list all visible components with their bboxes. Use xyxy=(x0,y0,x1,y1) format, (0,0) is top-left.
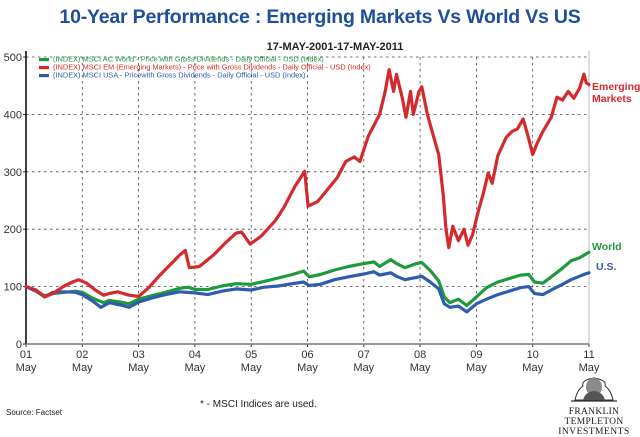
x-tick-label-year: 02 xyxy=(76,349,88,361)
chart-title: 10-Year Performance : Emerging Markets V… xyxy=(59,6,581,28)
legend-label: (INDEX) MSCI USA - Pricewith Gross Divid… xyxy=(53,71,305,80)
benjamin-franklin-portrait-icon xyxy=(571,377,617,402)
x-tick-label-year: 04 xyxy=(189,349,201,361)
end-label-us: U.S. xyxy=(596,261,617,273)
legend-label: (INDEX) MSCI EM (Emerging Markets) - Pri… xyxy=(53,63,371,72)
x-tick-label-year: 10 xyxy=(527,349,539,361)
series-line-emerging-markets xyxy=(24,68,591,299)
series-line-world xyxy=(24,250,591,308)
franklin-templeton-logo: FRANKLIN TEMPLETON INVESTMENTS xyxy=(548,376,640,437)
legend-swatch xyxy=(39,74,49,78)
series-lines xyxy=(24,68,591,314)
end-label-world: World xyxy=(592,241,622,253)
source-note: Source: Factset xyxy=(6,408,63,417)
y-tick-label: 100 xyxy=(4,282,22,294)
x-tick-label-month: May xyxy=(72,362,93,374)
legend-label: (INDEX) MSCI AC World - Price with Gross… xyxy=(53,55,324,64)
footnote: * - MSCI Indices are used. xyxy=(200,399,317,410)
y-tick-label: 400 xyxy=(4,109,22,121)
x-tick-label-year: 08 xyxy=(414,349,426,361)
x-tick-label-year: 09 xyxy=(470,349,482,361)
line-chart: 010020030040050001May02May03May04May05Ma… xyxy=(4,51,640,374)
logo-text-line2: INVESTMENTS xyxy=(558,427,630,437)
x-tick-label-month: May xyxy=(466,362,487,374)
x-tick-label-year: 03 xyxy=(132,349,144,361)
x-tick-label-month: May xyxy=(16,362,37,374)
y-tick-label: 500 xyxy=(4,52,22,64)
x-tick-label-month: May xyxy=(579,362,600,374)
y-tick-label: 0 xyxy=(16,339,22,351)
x-tick-label-year: 07 xyxy=(358,349,370,361)
x-tick-label-month: May xyxy=(241,362,262,374)
end-label-emerging-markets: Emerging xyxy=(592,81,640,93)
x-tick-label-year: 05 xyxy=(245,349,257,361)
x-tick-label-month: May xyxy=(522,362,543,374)
x-tick-label-year: 11 xyxy=(583,349,594,361)
legend-item-emerging-markets: (INDEX) MSCI EM (Emerging Markets) - Pri… xyxy=(39,63,371,72)
legend: (INDEX) MSCI AC World - Price with Gross… xyxy=(39,55,371,80)
x-tick-label-month: May xyxy=(128,362,149,374)
x-tick-label-year: 01 xyxy=(20,349,32,361)
legend-swatch xyxy=(39,66,49,70)
axes: 010020030040050001May02May03May04May05Ma… xyxy=(4,51,600,374)
x-tick-label-month: May xyxy=(297,362,318,374)
x-tick-label-month: May xyxy=(353,362,374,374)
y-tick-label: 200 xyxy=(4,224,22,236)
legend-item-world: (INDEX) MSCI AC World - Price with Gross… xyxy=(39,55,324,64)
legend-item-us: (INDEX) MSCI USA - Pricewith Gross Divid… xyxy=(39,71,305,80)
x-tick-label-year: 06 xyxy=(301,349,313,361)
y-tick-label: 300 xyxy=(4,167,22,179)
series-line-us xyxy=(24,270,591,314)
x-tick-label-month: May xyxy=(185,362,206,374)
chart-subtitle: 17-MAY-2001-17-MAY-2011 xyxy=(266,41,404,53)
end-label-emerging-markets: Markets xyxy=(592,93,632,105)
legend-swatch xyxy=(39,58,49,62)
x-tick-label-month: May xyxy=(410,362,431,374)
logo-text-line1: FRANKLIN TEMPLETON xyxy=(564,407,624,427)
